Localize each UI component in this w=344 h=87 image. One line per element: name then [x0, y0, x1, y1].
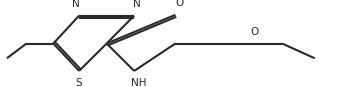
Text: S: S [76, 78, 83, 87]
Text: NH: NH [130, 78, 146, 87]
Text: O: O [250, 27, 259, 37]
Text: N: N [133, 0, 141, 9]
Text: N: N [73, 0, 80, 9]
Text: O: O [175, 0, 184, 8]
